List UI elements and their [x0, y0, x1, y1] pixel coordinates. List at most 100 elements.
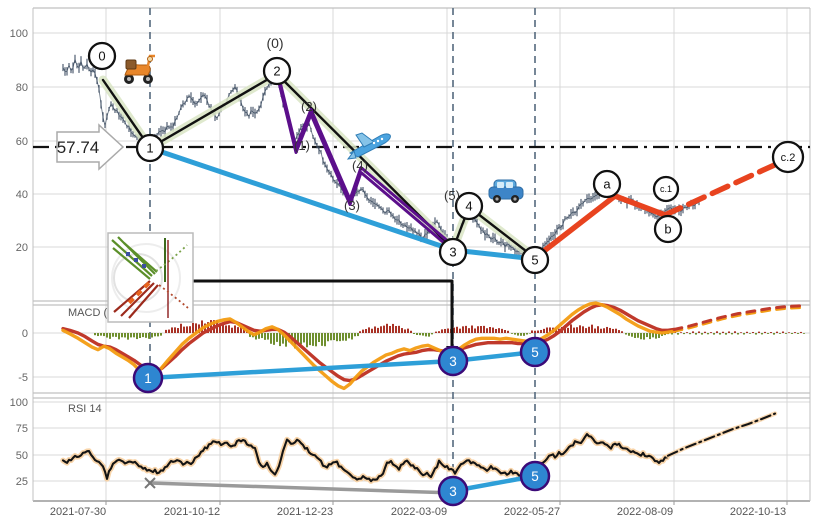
price-line	[206, 99, 210, 106]
wave-circle-text: b	[664, 222, 671, 237]
price-line	[326, 168, 330, 173]
flag-arrow-shape	[56, 123, 125, 171]
price-line	[96, 80, 100, 89]
price-line	[92, 69, 96, 74]
price-line	[204, 95, 208, 101]
date-tick-label: 2022-03-09	[391, 506, 447, 518]
price-line	[198, 97, 202, 101]
price-line	[358, 188, 362, 192]
price-line	[478, 225, 482, 231]
price-line	[252, 111, 256, 114]
price-line	[120, 116, 124, 120]
price-line	[104, 116, 108, 126]
wave-label-3[interactable]: 3	[438, 237, 468, 267]
wave-label-a[interactable]: a	[592, 169, 622, 199]
price-line	[436, 221, 440, 226]
price-line	[178, 106, 182, 114]
indicator-marker-1[interactable]: 1	[132, 362, 164, 394]
marker-circle	[437, 345, 469, 377]
impulse-wave-line[interactable]	[101, 72, 537, 260]
price-line	[364, 194, 368, 198]
car-icon	[488, 179, 524, 203]
price-line	[112, 106, 116, 112]
price-line	[508, 244, 512, 248]
price-line	[314, 140, 318, 146]
wave-label-2[interactable]: 2	[262, 56, 292, 86]
inset-green-line	[111, 239, 153, 277]
price-line	[216, 113, 220, 119]
price-line	[558, 226, 562, 229]
price-line	[116, 110, 120, 116]
price-line	[336, 183, 340, 186]
price-line	[244, 111, 248, 114]
macd-blue-trendline[interactable]	[145, 349, 538, 381]
price-level-flag[interactable]: 57.74	[56, 123, 125, 171]
price-line	[240, 101, 244, 109]
hub	[495, 197, 499, 201]
price-line	[82, 66, 86, 69]
price-axis-tick: 20	[16, 242, 28, 254]
price-line	[318, 149, 322, 153]
price-line	[214, 115, 218, 119]
price-line	[592, 195, 596, 198]
wave-label-0[interactable]: 0	[87, 41, 117, 71]
hub	[513, 197, 517, 201]
price-line	[298, 126, 302, 133]
wave-label-b[interactable]: b	[653, 214, 683, 244]
price-line	[664, 209, 668, 212]
price-line	[390, 214, 394, 217]
wave-label-c.1[interactable]: c.1	[652, 175, 680, 203]
price-level-value: 57.74	[57, 138, 100, 157]
rsi-axis-tick: 100	[10, 397, 28, 409]
abc-red-line[interactable]	[532, 193, 668, 261]
price-line	[74, 58, 78, 66]
date-tick-label: 2021-07-30	[50, 506, 106, 518]
indicator-marker-3[interactable]: 3	[437, 345, 469, 377]
price-line	[184, 98, 188, 104]
rsi-projection	[666, 412, 777, 457]
subwave-label: (3)	[344, 198, 360, 213]
headlight	[147, 56, 153, 62]
pattern-inset-thumbnail[interactable]	[107, 232, 194, 323]
price-line	[100, 104, 104, 118]
price-line	[86, 63, 90, 70]
rsi-gray-trendline[interactable]	[148, 481, 457, 495]
wave-label-5[interactable]: 5	[520, 245, 550, 275]
indicator-marker-5[interactable]: 5	[519, 336, 551, 368]
price-line	[134, 135, 138, 138]
price-line	[70, 67, 74, 71]
price-line	[394, 218, 398, 221]
indicator-marker-3[interactable]: 3	[437, 475, 469, 507]
price-line	[584, 198, 588, 201]
marker-circle	[519, 460, 551, 492]
price-line	[490, 237, 494, 240]
price-line	[110, 103, 114, 108]
macd-line	[61, 301, 676, 391]
impulse-wave-glow	[98, 69, 540, 263]
price-line	[76, 65, 80, 69]
indicator-marker-5[interactable]: 5	[519, 460, 551, 492]
inset-connector-line[interactable]	[191, 279, 454, 348]
price-line	[128, 126, 132, 133]
purple-zigzag-lower[interactable]	[276, 77, 455, 252]
wave-circle	[592, 169, 622, 199]
wave-label-4[interactable]: 4	[454, 191, 484, 221]
price-line	[312, 136, 316, 142]
price-line	[102, 117, 106, 126]
price-line	[512, 247, 516, 252]
price-line	[684, 206, 688, 209]
wave-label-1[interactable]: 1	[135, 133, 165, 163]
price-line	[300, 125, 304, 128]
price-line	[504, 243, 508, 248]
wave-circle	[653, 214, 683, 244]
price-line	[310, 129, 314, 137]
price-line	[380, 207, 384, 211]
wave-label-c.2[interactable]: c.2	[771, 140, 805, 174]
wave-circle	[454, 191, 484, 221]
price-line	[482, 229, 486, 236]
rsi-line	[61, 433, 669, 483]
price-line	[654, 215, 658, 218]
wave-circle	[438, 237, 468, 267]
